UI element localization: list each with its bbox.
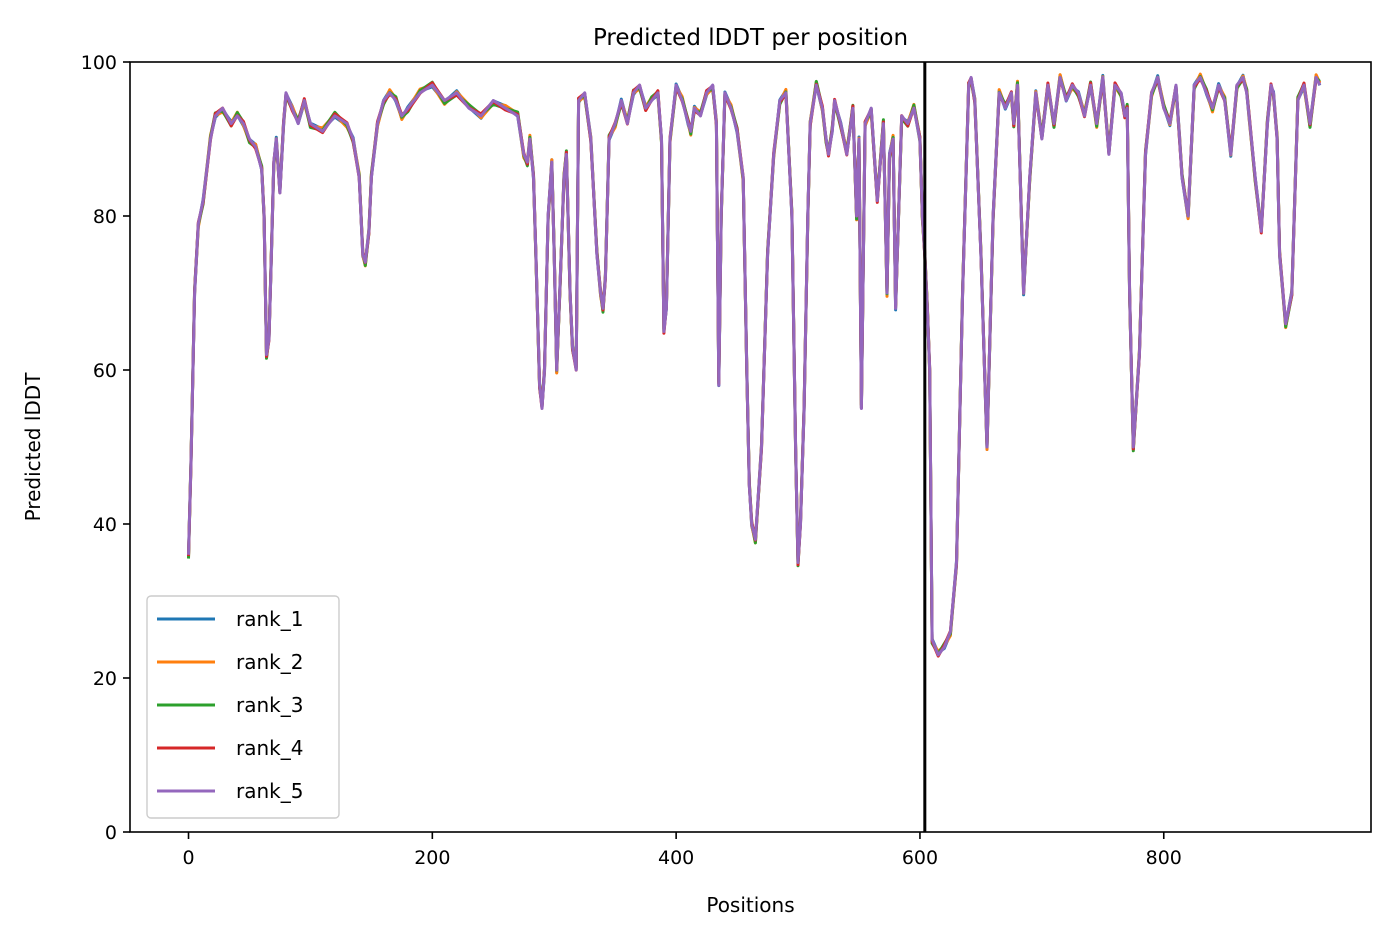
x-tick-label: 800 (1146, 847, 1182, 869)
x-axis: 0 200 400 600 800 (182, 832, 1182, 869)
legend-box (146, 595, 340, 819)
series-line-rank_2 (187, 72, 1322, 653)
legend-label-rank_4: rank_4 (236, 736, 303, 760)
series-line-rank_5 (187, 75, 1322, 657)
x-tick-label: 200 (414, 847, 450, 869)
legend: rank_1 rank_2 rank_3 rank_4 rank_5 (146, 595, 340, 819)
chart-title: Predicted lDDT per position (593, 25, 908, 51)
plot-area-frame (129, 61, 1372, 833)
y-tick-label: 20 (93, 668, 117, 690)
y-tick-label: 100 (81, 52, 117, 74)
y-tick-label: 40 (93, 514, 117, 536)
plot-lines (187, 72, 1322, 658)
legend-label-rank_1: rank_1 (236, 607, 303, 631)
legend-label-rank_5: rank_5 (236, 779, 303, 803)
y-tick-label: 80 (93, 206, 117, 228)
y-tick-label: 60 (93, 360, 117, 382)
legend-label-rank_3: rank_3 (236, 693, 303, 717)
x-tick-label: 0 (182, 847, 194, 869)
y-axis-label: Predicted lDDT (21, 372, 45, 522)
x-tick-label: 600 (902, 847, 938, 869)
x-axis-label: Positions (706, 893, 794, 917)
y-axis: 0 20 40 60 80 100 (81, 52, 130, 844)
x-tick-label: 400 (658, 847, 694, 869)
legend-label-rank_2: rank_2 (236, 650, 303, 674)
y-tick-label: 0 (105, 822, 117, 844)
